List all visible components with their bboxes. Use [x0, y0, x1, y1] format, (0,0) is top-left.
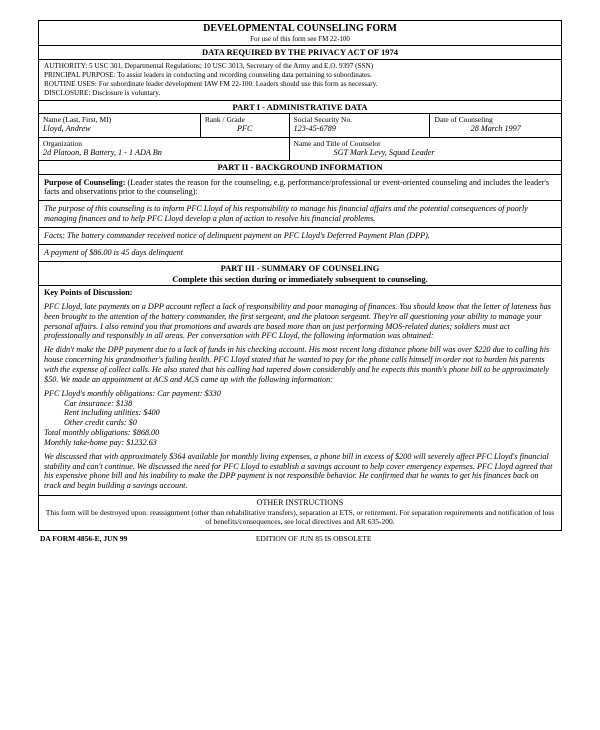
admin-row-2: Organization 2d Platoon, B Battery, 1 - … [39, 138, 561, 162]
oblig-header: PFC Lloyd's monthly obligations: Car pay… [44, 389, 556, 399]
kp-p3: We discussed that with approximately $36… [44, 452, 556, 491]
footer-spacer [500, 534, 560, 543]
form-title: DEVELOPMENTAL COUNSELING FORM [43, 23, 557, 35]
purpose-body2: Facts: The battery commander received no… [39, 228, 561, 245]
oblig-3: Other credit cards: $0 [44, 418, 556, 428]
other-instructions: OTHER INSTRUCTIONS This form will be des… [39, 496, 561, 530]
admin-row-1: Name (Last, First, MI) Lloyd, Andrew Ran… [39, 114, 561, 138]
rank-value: PFC [205, 124, 285, 134]
kp-p1: PFC Lloyd, late payments on a DPP accoun… [44, 302, 556, 341]
oblig-2: Rent including utilities: $400 [44, 408, 556, 418]
org-label: Organization [43, 139, 285, 148]
rank-label: Rank / Grade [205, 115, 285, 124]
part3-heading: PART III - SUMMARY OF COUNSELING [39, 262, 561, 273]
name-label: Name (Last, First, MI) [43, 115, 196, 124]
privacy-authority: AUTHORITY: 5 USC 301, Departmental Regul… [44, 62, 556, 71]
other-text: This form will be destroyed upon: reassi… [44, 508, 556, 526]
privacy-principal: PRINCIPAL PURPOSE: To assist leaders in … [44, 71, 556, 80]
counselor-label: Name and Title of Counselor [294, 139, 557, 148]
name-value: Lloyd, Andrew [43, 124, 196, 134]
kp-p2: He didn't make the DPP payment due to a … [44, 345, 556, 384]
oblig-1: Car insurance: $138 [44, 399, 556, 409]
ssn-label: Social Security No. [294, 115, 426, 124]
title-block: DEVELOPMENTAL COUNSELING FORM For use of… [39, 21, 561, 46]
form-footer: DA FORM 4856-E, JUN 99 EDITION OF JUN 85… [38, 531, 562, 543]
ssn-value: 123-45-6789 [294, 124, 426, 134]
total-oblig: Total monthly obligations: $868.00 [44, 428, 556, 438]
footer-center: EDITION OF JUN 85 IS OBSOLETE [256, 534, 372, 543]
purpose-block: Purpose of Counseling: (Leader states th… [39, 175, 561, 202]
other-heading: OTHER INSTRUCTIONS [44, 498, 556, 508]
date-value: 28 March 1997 [434, 124, 557, 134]
part1-heading: PART I - ADMINISTRATIVE DATA [39, 101, 561, 114]
kpd-label: Key Points of Discussion: [44, 288, 556, 298]
privacy-disclosure: DISCLOSURE: Disclosure is voluntary. [44, 89, 556, 98]
counselor-value: SGT Mark Levy, Squad Leader [294, 148, 557, 158]
takehome: Monthly take-home pay: $1232.63 [44, 438, 556, 448]
purpose-body1: The purpose of this counseling is to inf… [39, 201, 561, 228]
part3-subheading: Complete this section during or immediat… [39, 273, 561, 286]
counseling-form: DEVELOPMENTAL COUNSELING FORM For use of… [38, 20, 562, 531]
key-points-block: Key Points of Discussion: PFC Lloyd, lat… [39, 286, 561, 496]
org-value: 2d Platoon, B Battery, 1 - 1 ADA Bn [43, 148, 285, 158]
purpose-label: Purpose of Counseling: [44, 178, 125, 187]
footer-left: DA FORM 4856-E, JUN 99 [40, 534, 127, 543]
privacy-heading: DATA REQUIRED BY THE PRIVACY ACT OF 1974 [39, 46, 561, 59]
date-label: Date of Counseling [434, 115, 557, 124]
privacy-block: AUTHORITY: 5 USC 301, Departmental Regul… [39, 60, 561, 101]
form-subtitle: For use of this form see FM 22-100 [43, 35, 557, 43]
part2-heading: PART II - BACKGROUND INFORMATION [39, 161, 561, 174]
purpose-body3: A payment of $86.00 is 45 days delinquen… [39, 245, 561, 262]
privacy-routine: ROUTINE USES: For subordinate leader dev… [44, 80, 556, 89]
